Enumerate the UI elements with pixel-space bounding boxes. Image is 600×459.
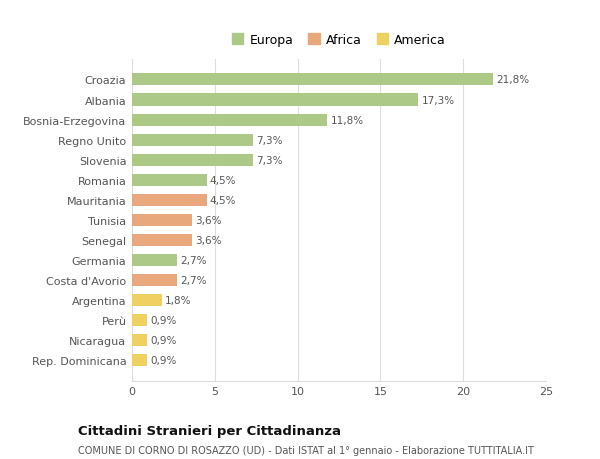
Bar: [132, 154, 253, 166]
Text: 2,7%: 2,7%: [180, 275, 206, 285]
Bar: [132, 274, 177, 286]
Text: 1,8%: 1,8%: [165, 295, 191, 305]
Text: 0,9%: 0,9%: [150, 315, 176, 325]
Text: 7,3%: 7,3%: [256, 135, 283, 146]
Bar: [132, 114, 328, 126]
Text: 0,9%: 0,9%: [150, 355, 176, 365]
Text: 2,7%: 2,7%: [180, 255, 206, 265]
Text: 17,3%: 17,3%: [422, 95, 455, 105]
Text: 7,3%: 7,3%: [256, 155, 283, 165]
Bar: [132, 354, 147, 366]
Bar: [132, 235, 191, 246]
Bar: [132, 334, 147, 347]
Legend: Europa, Africa, America: Europa, Africa, America: [232, 34, 446, 47]
Text: 3,6%: 3,6%: [195, 215, 221, 225]
Bar: [132, 194, 206, 206]
Bar: [132, 294, 162, 306]
Bar: [132, 214, 191, 226]
Bar: [132, 134, 253, 146]
Text: 0,9%: 0,9%: [150, 336, 176, 345]
Text: 4,5%: 4,5%: [210, 196, 236, 205]
Bar: [132, 94, 418, 106]
Bar: [132, 174, 206, 186]
Bar: [132, 314, 147, 326]
Text: 21,8%: 21,8%: [496, 75, 529, 85]
Text: 11,8%: 11,8%: [331, 115, 364, 125]
Text: 4,5%: 4,5%: [210, 175, 236, 185]
Text: 3,6%: 3,6%: [195, 235, 221, 245]
Bar: [132, 74, 493, 86]
Text: COMUNE DI CORNO DI ROSAZZO (UD) - Dati ISTAT al 1° gennaio - Elaborazione TUTTIT: COMUNE DI CORNO DI ROSAZZO (UD) - Dati I…: [78, 445, 534, 455]
Bar: [132, 254, 177, 266]
Text: Cittadini Stranieri per Cittadinanza: Cittadini Stranieri per Cittadinanza: [78, 425, 341, 437]
